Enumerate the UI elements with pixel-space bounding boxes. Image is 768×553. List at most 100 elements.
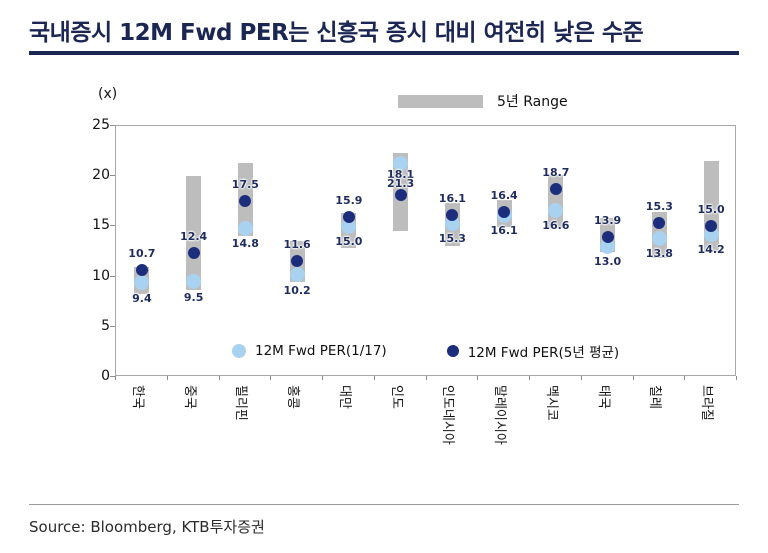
current-value-label: 13.8 [645,247,673,261]
x-tick-mark [477,376,479,380]
average-value-label: 18.7 [542,166,570,180]
range-bar [186,176,202,290]
current-legend-dot-icon [232,344,246,358]
x-category-label: 인도네시아 [440,385,456,445]
per-current-dot [548,202,564,218]
current-value-label: 15.0 [335,235,363,249]
x-category-label: 멕시코 [543,385,559,421]
x-tick-mark [425,376,427,380]
per-current-dot [289,267,305,283]
legend-label-current: 12M Fwd PER(1/17) [255,343,387,359]
y-tick-mark [110,376,115,377]
per-average-dot [394,189,407,202]
per-average-dot [601,231,614,244]
range-legend: 5년 Range [398,91,568,111]
per-current-dot [393,155,409,171]
per-current-dot [600,238,616,254]
per-current-dot [341,218,357,234]
current-value-label: 14.8 [231,237,259,251]
per-average-dot [446,209,459,222]
x-tick-mark [322,376,323,380]
x-category-label: 말레이시아 [492,385,508,445]
footer-divider [29,504,739,505]
y-tick-label: 5 [101,317,110,334]
range-legend-label: 5년 Range [497,94,568,110]
per-average-dot [549,183,562,196]
y-tick-mark [110,275,115,277]
per-current-dot [186,274,202,290]
y-axis-unit-label: (x) [98,86,118,102]
average-value-label: 15.3 [645,200,673,214]
per-average-dot [291,254,304,267]
per-average-dot [239,195,252,208]
current-value-label: 13.0 [594,255,622,269]
current-value-label: 14.2 [697,243,725,257]
average-value-label: 10.7 [128,246,156,260]
x-tick-mark [115,376,116,380]
x-category-label: 한국 [129,385,145,409]
per-average-dot [135,263,148,276]
average-value-label: 17.5 [231,178,259,192]
current-value-label: 21.3 [387,177,415,191]
page-title: 국내증시 12M Fwd PER는 신흥국 증시 대비 여전히 낮은 수준 [29,20,644,46]
average-legend-dot-icon [446,345,459,357]
x-category-label: 인도 [388,385,404,409]
current-value-label: 10.2 [283,283,311,297]
x-category-label: 브라질 [699,385,715,421]
y-tick-label: 20 [92,167,110,184]
range-legend-swatch [398,94,483,108]
x-tick-mark [166,376,168,380]
x-tick-mark [632,376,634,380]
y-tick-label: 10 [92,267,110,284]
average-value-label: 16.1 [438,192,466,206]
x-tick-mark [684,376,686,380]
current-value-label: 9.4 [132,291,152,305]
per-average-dot [187,246,200,259]
y-tick-label: 15 [92,217,110,234]
average-value-label: 18.1 [387,168,415,182]
x-tick-mark [529,376,530,380]
y-tick-mark [110,225,115,227]
x-category-label: 필리핀 [233,385,249,421]
average-value-label: 15.0 [697,203,725,217]
y-tick-label: 25 [92,117,110,133]
x-tick-mark [736,376,737,380]
x-category-label: 홍콩 [285,385,301,409]
y-tick-mark [110,125,115,126]
title-underline [29,51,739,55]
series-legend: 12M Fwd PER(1/17) 12M Fwd PER(5년 평균) [232,341,619,361]
x-category-label: 중국 [181,385,197,409]
y-tick-mark [110,325,115,327]
current-value-label: 9.5 [183,290,204,304]
legend-item-current: 12M Fwd PER(1/17) [232,343,387,359]
current-value-label: 16.1 [490,224,518,238]
x-tick-mark [270,376,272,380]
y-tick-mark [110,175,115,177]
average-value-label: 16.4 [490,189,518,203]
legend-item-average: 12M Fwd PER(5년 평균) [446,341,620,361]
per-average-dot [342,211,355,224]
x-category-label: 대만 [336,385,352,409]
x-tick-mark [580,376,582,380]
average-value-label: 12.4 [180,229,208,243]
y-tick-label: 0 [101,368,110,384]
source-note: Source: Bloomberg, KTB투자증권 [29,518,265,536]
per-current-dot [651,230,667,246]
average-value-label: 15.9 [335,194,363,208]
x-tick-mark [218,376,220,380]
average-value-label: 13.9 [594,214,622,228]
current-value-label: 16.6 [542,219,570,233]
per-current-dot [237,220,253,236]
per-average-dot [653,217,666,230]
per-average-dot [705,220,718,233]
plot-area: 10.7 9.4 12.4 9.5 17.5 14.8 11.6 10.2 15.9 15.0 18… [115,125,736,376]
legend-label-average: 12M Fwd PER(5년 평균) [467,345,620,361]
average-value-label: 11.6 [283,237,311,251]
x-category-label: 칠레 [647,385,663,409]
x-category-label: 태국 [595,385,611,409]
per-current-dot [134,275,150,291]
x-tick-mark [373,376,375,380]
current-value-label: 15.3 [438,232,466,246]
per-average-dot [498,206,511,219]
